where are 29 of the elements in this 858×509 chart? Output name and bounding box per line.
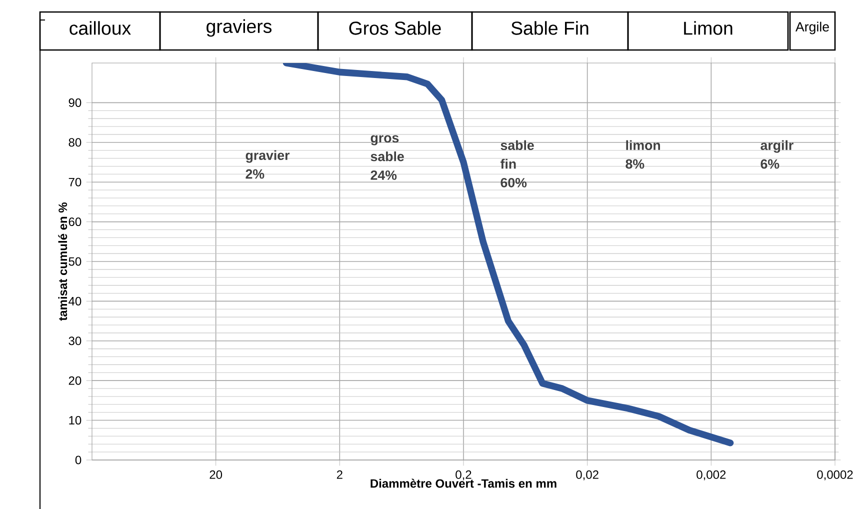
y-tick-label: 90 [68,98,82,107]
y-tick-label: 70 [68,178,82,186]
text: graviers [206,19,272,37]
y-tick-label: 0 [75,456,82,464]
annotation: gros sable 24% [370,135,404,180]
y-tick-label: 80 [68,138,82,147]
x-tick-label: 0,002 [696,470,726,480]
text: Gros Sable [349,21,441,35]
x-tick-label: 20 [210,470,222,479]
x-tick-label: 0,2 [456,470,472,480]
y-tick-label: 30 [68,336,82,346]
text: cailloux [70,21,131,35]
y-tick-label: 60 [68,218,82,226]
annotation: gravier 2% [246,150,290,179]
y-tick-label: 20 [68,376,82,385]
y-axis-title: tamisat cumulé en % [58,202,68,321]
text: Sable Fin [511,21,588,35]
x-tick-label: 2 [336,470,342,479]
y-tick-label: 10 [69,416,82,425]
annotation: sable fin 60% [500,140,534,188]
x-axis-title: Diammètre Ouvert -Tamis en mm [370,478,556,488]
annotation: argilr 6% [760,140,794,169]
y-tick-label: 50 [68,257,82,266]
y-tick-label: 40 [68,296,82,306]
text: Argile [795,22,829,34]
annotation: limon 8% [626,140,660,169]
x-tick-label: 0,0002 [817,470,853,480]
text: Limon [684,21,732,35]
x-tick-label: 0,02 [576,470,598,480]
